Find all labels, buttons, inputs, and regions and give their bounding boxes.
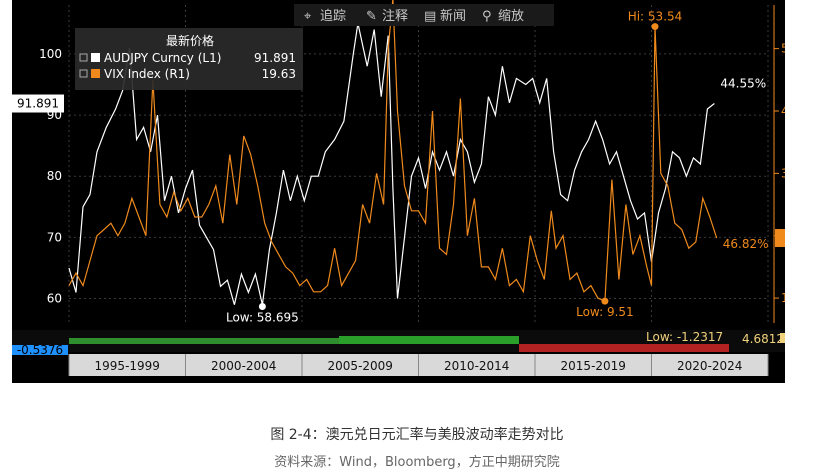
sub-panel-bar-3 xyxy=(519,344,729,352)
legend-series-value-1: 91.891 xyxy=(254,51,296,65)
pen-icon[interactable]: ✎ xyxy=(366,9,377,24)
y-right-tick-label: 50 xyxy=(781,42,785,56)
legend-series-name-2: VIX Index (R1) xyxy=(104,67,190,81)
annotation-marker xyxy=(601,297,609,305)
sub-panel-left-label: -0.5376 xyxy=(17,343,63,357)
x-tick-label: 2015-2019 xyxy=(561,359,626,373)
legend-toggle-2[interactable] xyxy=(79,69,88,78)
x-tick-label: 2020-2024 xyxy=(677,359,742,373)
sub-panel-right-tag xyxy=(780,333,785,343)
y-left-tick-label: 70 xyxy=(47,230,62,244)
legend-series-value-2: 19.63 xyxy=(262,67,296,81)
x-tick-label: 2005-2009 xyxy=(328,359,393,373)
sub-panel-mid-label: Low: -1.2317 xyxy=(646,330,723,344)
x-tick-label: 2010-2014 xyxy=(444,359,509,373)
news-icon[interactable]: ▤ xyxy=(424,9,436,24)
x-tick-label: 1995-1999 xyxy=(95,359,160,373)
change-pct-label: 46.82% xyxy=(723,237,769,251)
last-value-tag-left xyxy=(12,94,64,113)
change-pct-label: 44.55% xyxy=(720,77,766,91)
legend-box xyxy=(75,28,303,90)
last-value-tag-right xyxy=(775,229,785,248)
y-right-tick-label: 10 xyxy=(781,291,785,305)
annotation-label: Hi: 53.54 xyxy=(628,10,683,24)
annotation-label: Low: 58.695 xyxy=(226,311,299,325)
figure-caption: 图 2-4：澳元兑日元汇率与美股波动率走势对比 xyxy=(270,427,564,443)
y-right-tick-label: 40 xyxy=(781,104,785,118)
legend-swatch-2 xyxy=(91,69,100,78)
y-left-tick-label: 100 xyxy=(39,47,62,61)
sub-panel-right-label: 4.6812 xyxy=(742,332,784,346)
x-tick-label: 2000-2004 xyxy=(211,359,276,373)
toolbar-bar xyxy=(294,4,554,26)
legend-swatch-1 xyxy=(91,53,100,62)
sub-panel-left-tag xyxy=(12,345,68,355)
toolbar-button-2[interactable]: 注释 xyxy=(382,9,408,24)
toolbar-button-1[interactable]: 追踪 xyxy=(320,8,346,24)
toolbar-button-3[interactable]: 新闻 xyxy=(440,8,466,24)
last-value-tag-left-text: 91.891 xyxy=(17,97,59,111)
y-left-tick-label: 60 xyxy=(47,292,62,306)
y-left-tick-label: 80 xyxy=(47,169,62,183)
annotation-marker xyxy=(651,23,659,31)
legend-series-name-1: AUDJPY Curncy (L1) xyxy=(104,51,221,65)
sub-panel-bar-2 xyxy=(339,336,519,344)
annotation-marker xyxy=(258,303,266,311)
sub-panel-bar-1 xyxy=(69,338,339,344)
zoom-icon[interactable]: ⚲ xyxy=(482,9,492,24)
y-right-tick-label: 30 xyxy=(781,166,785,180)
crosshair-icon[interactable]: ⌖ xyxy=(304,9,312,24)
annotation-label: Low: 9.51 xyxy=(576,305,634,319)
series-line-vix xyxy=(68,0,718,302)
toolbar-button-4[interactable]: 缩放 xyxy=(498,8,524,24)
legend-toggle-1[interactable] xyxy=(79,53,88,62)
legend-title: 最新价格 xyxy=(166,33,214,48)
figure-source: 资料来源：Wind，Bloomberg，方正中期研究院 xyxy=(274,455,560,470)
